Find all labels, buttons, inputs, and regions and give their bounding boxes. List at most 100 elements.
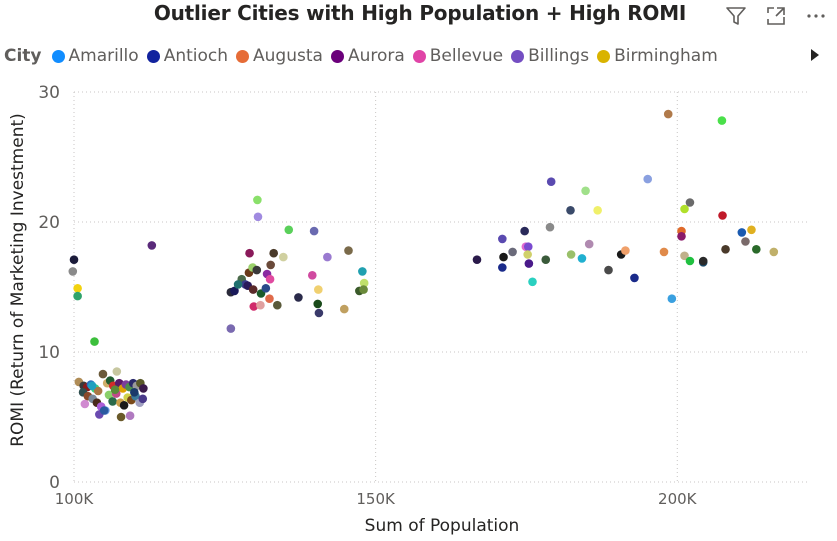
data-point[interactable] xyxy=(116,412,126,422)
data-point[interactable] xyxy=(68,267,78,276)
data-point[interactable] xyxy=(698,256,708,266)
data-point[interactable] xyxy=(93,386,103,396)
legend-next-arrow-icon[interactable] xyxy=(808,47,822,63)
data-point[interactable] xyxy=(130,388,139,397)
data-point[interactable] xyxy=(520,226,529,236)
data-point[interactable] xyxy=(266,260,275,270)
data-point[interactable] xyxy=(69,255,79,264)
data-point[interactable] xyxy=(339,304,349,314)
data-point[interactable] xyxy=(685,198,695,207)
data-point[interactable] xyxy=(546,177,556,186)
data-point[interactable] xyxy=(307,271,317,280)
data-point[interactable] xyxy=(737,228,747,237)
data-point[interactable] xyxy=(147,241,157,250)
data-point[interactable] xyxy=(248,285,258,294)
data-point[interactable] xyxy=(233,280,243,289)
data-point[interactable] xyxy=(313,299,323,309)
data-point[interactable] xyxy=(581,186,590,196)
legend-item-billings[interactable]: Billings xyxy=(511,46,589,66)
data-point[interactable] xyxy=(528,277,537,287)
data-point[interactable] xyxy=(359,278,369,288)
data-point[interactable] xyxy=(718,211,727,220)
data-point[interactable] xyxy=(226,324,236,333)
data-point[interactable] xyxy=(314,308,324,318)
more-options-button[interactable] xyxy=(803,4,829,28)
data-point[interactable] xyxy=(252,265,262,275)
data-point[interactable] xyxy=(677,232,686,241)
data-point[interactable] xyxy=(269,248,278,258)
data-point[interactable] xyxy=(119,401,129,410)
data-point[interactable] xyxy=(309,226,319,236)
data-point[interactable] xyxy=(577,254,587,263)
data-point[interactable] xyxy=(253,212,263,222)
data-point[interactable] xyxy=(584,239,594,249)
data-point[interactable] xyxy=(279,252,288,262)
data-point[interactable] xyxy=(245,248,254,258)
data-point[interactable] xyxy=(545,222,555,232)
data-point[interactable] xyxy=(265,294,274,304)
data-point[interactable] xyxy=(498,263,507,272)
data-point[interactable] xyxy=(643,174,653,184)
data-point[interactable] xyxy=(747,225,756,235)
data-point[interactable] xyxy=(344,246,353,255)
data-point[interactable] xyxy=(741,237,750,246)
data-point[interactable] xyxy=(659,247,669,257)
data-point[interactable] xyxy=(253,195,262,205)
data-point[interactable] xyxy=(523,250,532,259)
data-point[interactable] xyxy=(593,206,602,215)
data-point[interactable] xyxy=(541,255,551,264)
data-point[interactable] xyxy=(499,252,508,262)
data-point[interactable] xyxy=(90,337,99,346)
data-point[interactable] xyxy=(87,381,97,391)
data-point[interactable] xyxy=(566,250,576,259)
data-point[interactable] xyxy=(472,255,482,264)
data-point[interactable] xyxy=(230,286,239,296)
data-point[interactable] xyxy=(523,242,533,251)
data-point[interactable] xyxy=(524,259,534,268)
focus-mode-button[interactable] xyxy=(763,4,789,28)
data-point[interactable] xyxy=(273,300,282,310)
data-point[interactable] xyxy=(685,256,695,266)
legend-item-amarillo[interactable]: Amarillo xyxy=(51,46,139,66)
data-point[interactable] xyxy=(98,369,108,379)
data-point[interactable] xyxy=(323,252,332,262)
data-point[interactable] xyxy=(284,225,294,235)
data-point[interactable] xyxy=(721,245,730,254)
filter-button[interactable] xyxy=(723,4,749,28)
data-point[interactable] xyxy=(256,300,265,310)
data-point[interactable] xyxy=(265,274,275,284)
data-point[interactable] xyxy=(112,367,122,376)
data-point[interactable] xyxy=(667,294,677,304)
data-point[interactable] xyxy=(80,399,90,409)
data-point[interactable] xyxy=(621,246,630,255)
data-point[interactable] xyxy=(249,302,259,311)
data-point[interactable] xyxy=(680,204,689,214)
data-point[interactable] xyxy=(138,394,148,404)
data-point[interactable] xyxy=(108,397,117,406)
data-point[interactable] xyxy=(769,247,779,257)
data-point[interactable] xyxy=(99,406,109,415)
legend-item-augusta[interactable]: Augusta xyxy=(236,46,323,66)
data-point[interactable] xyxy=(294,293,303,302)
data-point[interactable] xyxy=(73,291,82,301)
data-point[interactable] xyxy=(680,251,689,261)
data-point[interactable] xyxy=(566,206,575,215)
data-point[interactable] xyxy=(752,245,761,254)
data-point[interactable] xyxy=(358,267,367,276)
data-point[interactable] xyxy=(508,247,517,257)
legend-item-aurora[interactable]: Aurora xyxy=(330,46,405,66)
data-point[interactable] xyxy=(717,116,727,125)
legend-item-bellevue[interactable]: Bellevue xyxy=(412,46,503,66)
data-point[interactable] xyxy=(359,285,368,294)
legend-item-birmingham[interactable]: Birmingham xyxy=(597,46,718,66)
data-point[interactable] xyxy=(604,265,613,275)
data-point[interactable] xyxy=(261,284,271,293)
data-point[interactable] xyxy=(630,273,639,283)
data-point[interactable] xyxy=(139,384,148,393)
data-point[interactable] xyxy=(125,411,135,421)
data-point[interactable] xyxy=(104,390,114,400)
data-point[interactable] xyxy=(663,109,673,119)
data-point[interactable] xyxy=(314,285,323,294)
data-point[interactable] xyxy=(110,385,120,395)
legend-item-antioch[interactable]: Antioch xyxy=(146,46,228,66)
